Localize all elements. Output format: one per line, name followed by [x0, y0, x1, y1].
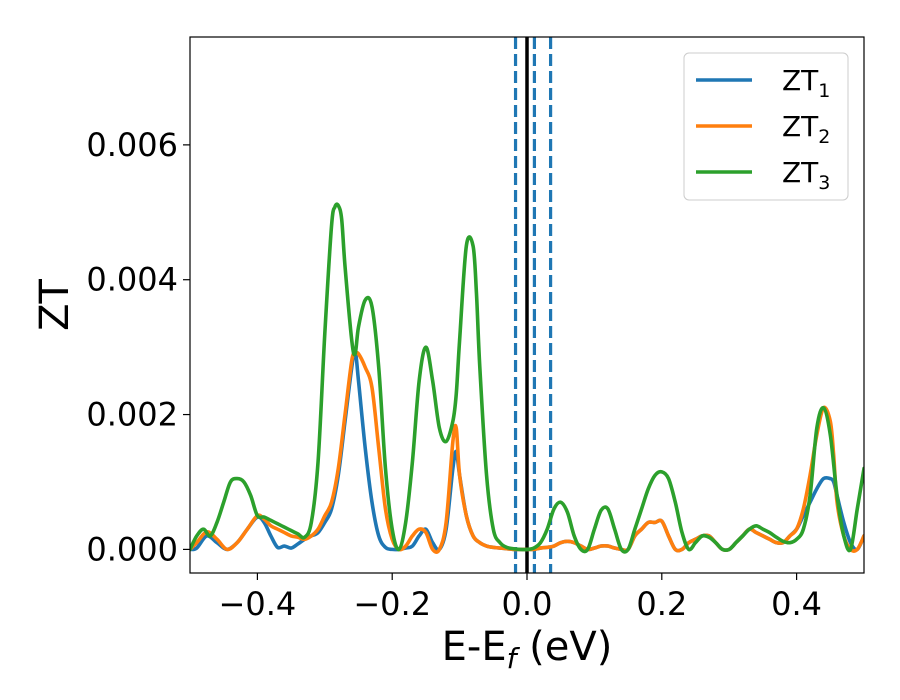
- legend: ZT1 ZT2 ZT3: [683, 52, 849, 201]
- y-axis-ticks: 0.000 0.002 0.004 0.006: [86, 126, 190, 568]
- x-axis-ticks: −0.4 −0.2 0.0 0.2 0.4: [219, 573, 822, 623]
- legend-label-zt1: ZT1: [782, 64, 830, 102]
- x-tick-label: −0.2: [353, 585, 431, 623]
- x-tick-label: 0.0: [502, 585, 553, 623]
- y-tick-label: 0.004: [86, 261, 178, 299]
- legend-box: [683, 52, 849, 201]
- series-layer: [190, 202, 864, 554]
- x-tick-label: 0.2: [636, 585, 687, 623]
- y-tick-label: 0.000: [86, 530, 178, 568]
- series-line-zt3: [190, 202, 864, 554]
- x-tick-label: −0.4: [219, 585, 297, 623]
- legend-label-zt3: ZT3: [782, 156, 830, 194]
- reference-lines: [513, 37, 553, 573]
- y-axis-title: ZT: [32, 279, 78, 331]
- x-axis-title: E-Ef (eV): [442, 624, 613, 675]
- x-tick-label: 0.4: [771, 585, 822, 623]
- y-tick-label: 0.002: [86, 396, 178, 434]
- legend-label-zt2: ZT2: [782, 110, 830, 148]
- y-tick-label: 0.006: [86, 126, 178, 164]
